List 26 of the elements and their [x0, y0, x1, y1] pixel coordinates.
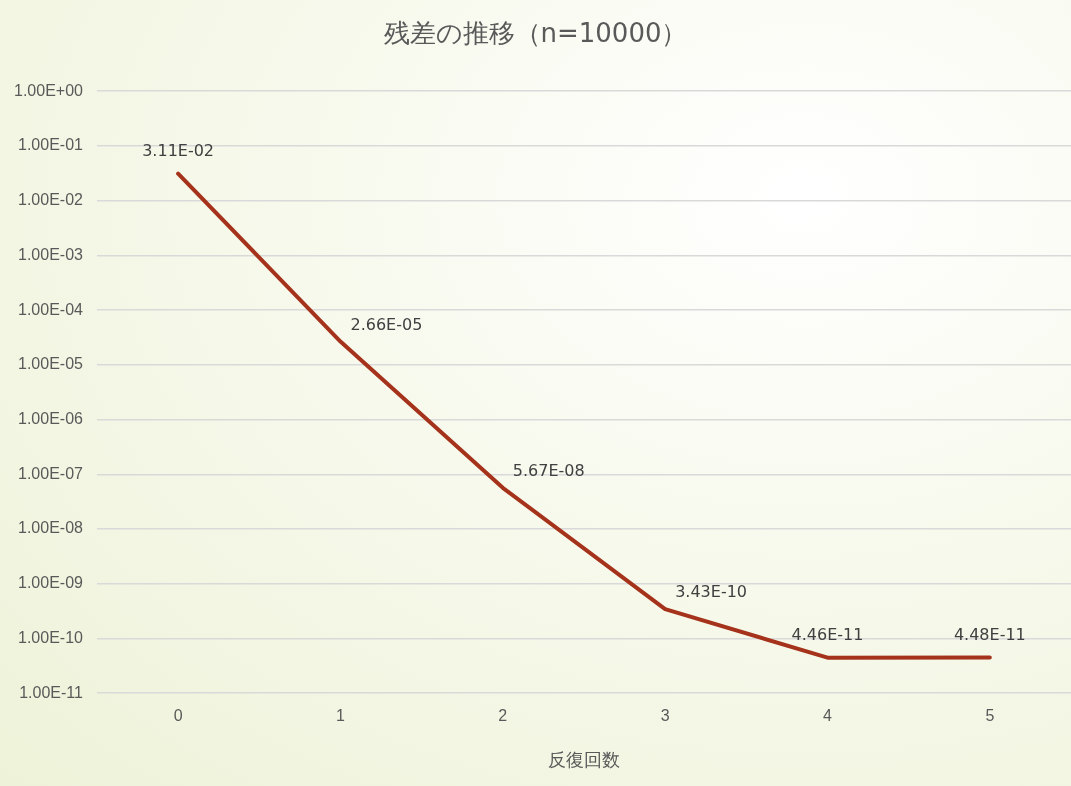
chart-title: 残差の推移（n=10000） [383, 18, 688, 49]
x-axis-title: 反復回数 [547, 750, 620, 771]
y-tick-label: 1.00E-08 [18, 519, 84, 537]
y-tick-label: 1.00E-01 [18, 136, 84, 154]
data-label: 4.46E-11 [791, 624, 864, 644]
y-tick-label: 1.00E-10 [18, 628, 84, 646]
y-tick-label: 1.00E-11 [19, 683, 84, 701]
y-tick-label: 1.00E-04 [18, 300, 84, 318]
y-tick-label: 1.00E-03 [18, 245, 84, 263]
y-tick-label: 1.00E-05 [18, 355, 84, 373]
y-tick-label: 1.00E-09 [18, 574, 84, 592]
x-tick-label: 1 [336, 707, 346, 725]
data-label: 5.67E-08 [512, 460, 585, 480]
x-tick-label: 2 [498, 707, 508, 725]
y-tick-label: 1.00E+00 [14, 81, 84, 99]
data-label: 2.66E-05 [350, 314, 423, 334]
x-tick-label: 5 [985, 707, 995, 725]
x-tick-label: 0 [173, 707, 183, 725]
y-tick-label: 1.00E-06 [18, 409, 84, 427]
x-tick-label: 4 [823, 707, 833, 725]
y-tick-label: 1.00E-07 [18, 464, 84, 482]
data-label: 3.11E-02 [142, 140, 215, 160]
data-label: 3.43E-10 [675, 582, 748, 602]
y-tick-label: 1.00E-02 [18, 191, 84, 209]
x-tick-label: 3 [660, 707, 670, 725]
data-label: 4.48E-11 [953, 624, 1026, 644]
